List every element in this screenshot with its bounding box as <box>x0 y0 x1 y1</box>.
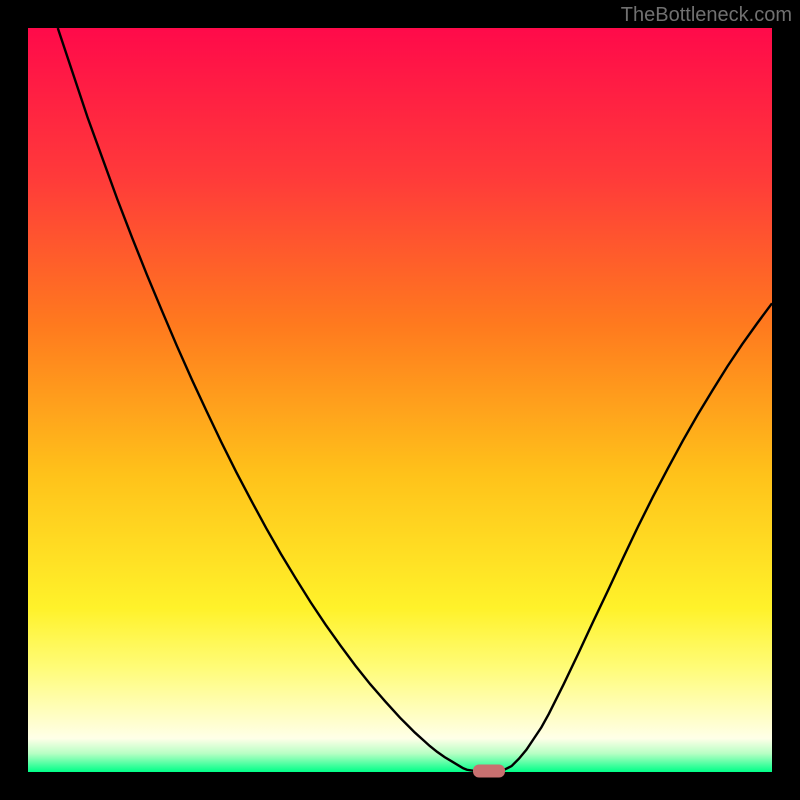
curve-line <box>58 28 772 771</box>
data-marker <box>473 764 505 777</box>
chart-plot-area <box>28 28 772 772</box>
curve-svg <box>28 28 772 772</box>
watermark-text: TheBottleneck.com <box>621 4 792 27</box>
